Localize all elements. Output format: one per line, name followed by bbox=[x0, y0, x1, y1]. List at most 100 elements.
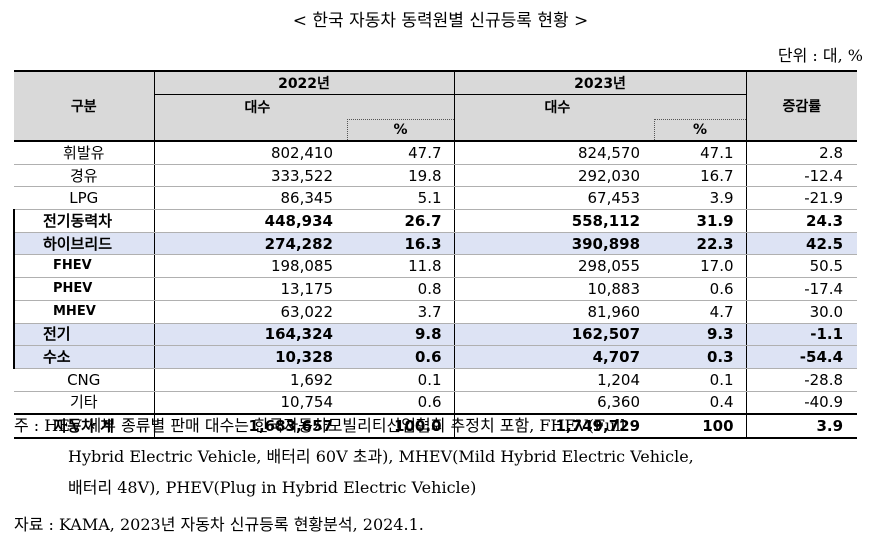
row-category: 전기 bbox=[13, 323, 155, 347]
count-2022: 448,934 bbox=[154, 209, 347, 233]
registration-table: 구분 2022년 2023년 증감률 대수 대수 % % 휘발유 802,410… bbox=[13, 70, 858, 439]
pct-2022: 0.6 bbox=[347, 345, 455, 369]
pct-2023: 4.7 bbox=[654, 300, 747, 324]
footnote-line-1: 주 : HEV 세부 종류별 판매 대수는 한국자동차모빌리티산업협회 추정치 … bbox=[14, 416, 626, 435]
footnote-line-3: 배터리 48V), PHEV(Plug in Hybrid Electric V… bbox=[68, 478, 477, 497]
table-row-phev: PHEV 13,175 0.8 10,883 0.6 -17.4 bbox=[13, 277, 858, 301]
change-rate: 30.0 bbox=[745, 300, 858, 324]
count-2022: 13,175 bbox=[154, 277, 347, 301]
change-rate: -1.1 bbox=[745, 323, 858, 347]
footnote-line-2: Hybrid Electric Vehicle, 배터리 60V 초과), MH… bbox=[68, 447, 694, 466]
source-note: 자료 : KAMA, 2023년 자동차 신규등록 현황분석, 2024.1. bbox=[14, 515, 424, 534]
pct-2022: 16.3 bbox=[347, 232, 455, 256]
count-2023: 81,960 bbox=[453, 300, 655, 324]
pct-2023: 0.1 bbox=[654, 368, 747, 392]
pct-2023: 100 bbox=[654, 413, 747, 439]
header-2023: 2023년 bbox=[453, 70, 747, 95]
row-category: CNG bbox=[14, 368, 155, 392]
header-count-2023-spacer bbox=[453, 119, 655, 142]
row-category: LPG bbox=[14, 186, 155, 211]
pct-2022: 5.1 bbox=[347, 186, 455, 211]
pct-2022: 0.8 bbox=[347, 277, 455, 301]
header-pct-2022: % bbox=[346, 119, 455, 142]
count-2022: 198,085 bbox=[154, 254, 347, 279]
pct-2022: 47.7 bbox=[347, 141, 455, 165]
row-category: FHEV bbox=[13, 254, 155, 279]
change-rate: -54.4 bbox=[745, 345, 858, 369]
change-rate: 50.5 bbox=[745, 254, 858, 279]
count-2022: 164,324 bbox=[154, 323, 347, 347]
count-2023: 298,055 bbox=[453, 254, 655, 279]
change-rate: 3.9 bbox=[745, 413, 858, 439]
count-2023: 1,204 bbox=[453, 368, 655, 392]
row-category: 전기동력차 bbox=[13, 209, 155, 233]
count-2023: 558,112 bbox=[453, 209, 655, 233]
change-rate: -12.4 bbox=[745, 164, 858, 188]
pct-2023: 0.3 bbox=[654, 345, 747, 369]
pct-2022: 19.8 bbox=[347, 164, 455, 188]
change-rate: -40.9 bbox=[745, 391, 858, 415]
row-category: 경유 bbox=[14, 164, 155, 188]
table-title: < 한국 자동차 동력원별 신규등록 현황 > bbox=[292, 11, 589, 31]
table-row-mhev: MHEV 63,022 3.7 81,960 4.7 30.0 bbox=[13, 300, 858, 324]
table-row-fhev: FHEV 198,085 11.8 298,055 17.0 50.5 bbox=[13, 254, 858, 279]
row-category: 휘발유 bbox=[14, 141, 155, 165]
pct-2023: 31.9 bbox=[654, 209, 747, 233]
header-count-2022: 대수 bbox=[153, 94, 455, 120]
row-category: MHEV bbox=[13, 300, 155, 324]
row-category: PHEV bbox=[13, 277, 155, 301]
count-2022: 63,022 bbox=[154, 300, 347, 324]
count-2023: 67,453 bbox=[453, 186, 655, 211]
change-rate: 24.3 bbox=[745, 209, 858, 233]
count-2023: 824,570 bbox=[453, 141, 655, 165]
pct-2022: 100.0 bbox=[347, 413, 455, 439]
pct-2023: 16.7 bbox=[654, 164, 747, 188]
pct-2022: 11.8 bbox=[347, 254, 455, 279]
header-count-2022-spacer bbox=[153, 119, 347, 142]
pct-2023: 22.3 bbox=[654, 232, 747, 256]
header-pct-2023: % bbox=[653, 119, 747, 142]
header-category: 구분 bbox=[14, 70, 155, 142]
count-2022: 1,692 bbox=[154, 368, 347, 392]
count-2023: 1,749,729 bbox=[453, 413, 655, 439]
count-2022: 333,522 bbox=[154, 164, 347, 188]
table-row-diesel: 경유 333,522 19.8 292,030 16.7 -12.4 bbox=[14, 164, 858, 188]
unit-label: 단위 : 대, % bbox=[777, 46, 863, 65]
pct-2023: 3.9 bbox=[654, 186, 747, 211]
row-category: 자동차 계 bbox=[14, 413, 155, 439]
header-count-2023: 대수 bbox=[453, 94, 747, 120]
change-rate: -17.4 bbox=[745, 277, 858, 301]
pct-2022: 9.8 bbox=[347, 323, 455, 347]
count-2022: 86,345 bbox=[154, 186, 347, 211]
table-row-other: 기타 10,754 0.6 6,360 0.4 -40.9 bbox=[14, 391, 858, 415]
footnote: 주 : HEV 세부 종류별 판매 대수는 한국자동차모빌리티산업협회 추정치 … bbox=[14, 410, 864, 503]
table-row-electrified: 전기동력차 448,934 26.7 558,112 31.9 24.3 bbox=[13, 209, 858, 233]
change-rate: 2.8 bbox=[745, 141, 858, 165]
pct-2023: 17.0 bbox=[654, 254, 747, 279]
table-row-hydrogen: 수소 10,328 0.6 4,707 0.3 -54.4 bbox=[13, 345, 858, 369]
pct-2022: 26.7 bbox=[347, 209, 455, 233]
table-row-gasoline: 휘발유 802,410 47.7 824,570 47.1 2.8 bbox=[14, 141, 858, 165]
pct-2023: 0.6 bbox=[654, 277, 747, 301]
table-row-cng: CNG 1,692 0.1 1,204 0.1 -28.8 bbox=[14, 368, 858, 392]
count-2023: 390,898 bbox=[453, 232, 655, 256]
row-category: 하이브리드 bbox=[13, 232, 155, 256]
count-2022: 274,282 bbox=[154, 232, 347, 256]
header-2022: 2022년 bbox=[153, 70, 455, 95]
pct-2022: 0.1 bbox=[347, 368, 455, 392]
table-row-ev: 전기 164,324 9.8 162,507 9.3 -1.1 bbox=[13, 323, 858, 347]
count-2022: 802,410 bbox=[154, 141, 347, 165]
table-row-lpg: LPG 86,345 5.1 67,453 3.9 -21.9 bbox=[14, 186, 858, 211]
table-row-total: 자동차 계 1,683,657 100.0 1,749,729 100 3.9 bbox=[14, 413, 858, 439]
pct-2023: 47.1 bbox=[654, 141, 747, 165]
row-category: 수소 bbox=[13, 345, 155, 369]
count-2023: 292,030 bbox=[453, 164, 655, 188]
count-2023: 162,507 bbox=[453, 323, 655, 347]
change-rate: 42.5 bbox=[745, 232, 858, 256]
pct-2022: 3.7 bbox=[347, 300, 455, 324]
pct-2023: 9.3 bbox=[654, 323, 747, 347]
table-row-hybrid: 하이브리드 274,282 16.3 390,898 22.3 42.5 bbox=[13, 232, 858, 256]
count-2022: 1,683,657 bbox=[154, 413, 347, 439]
count-2022: 10,328 bbox=[154, 345, 347, 369]
header-change-rate: 증감률 bbox=[745, 70, 858, 142]
